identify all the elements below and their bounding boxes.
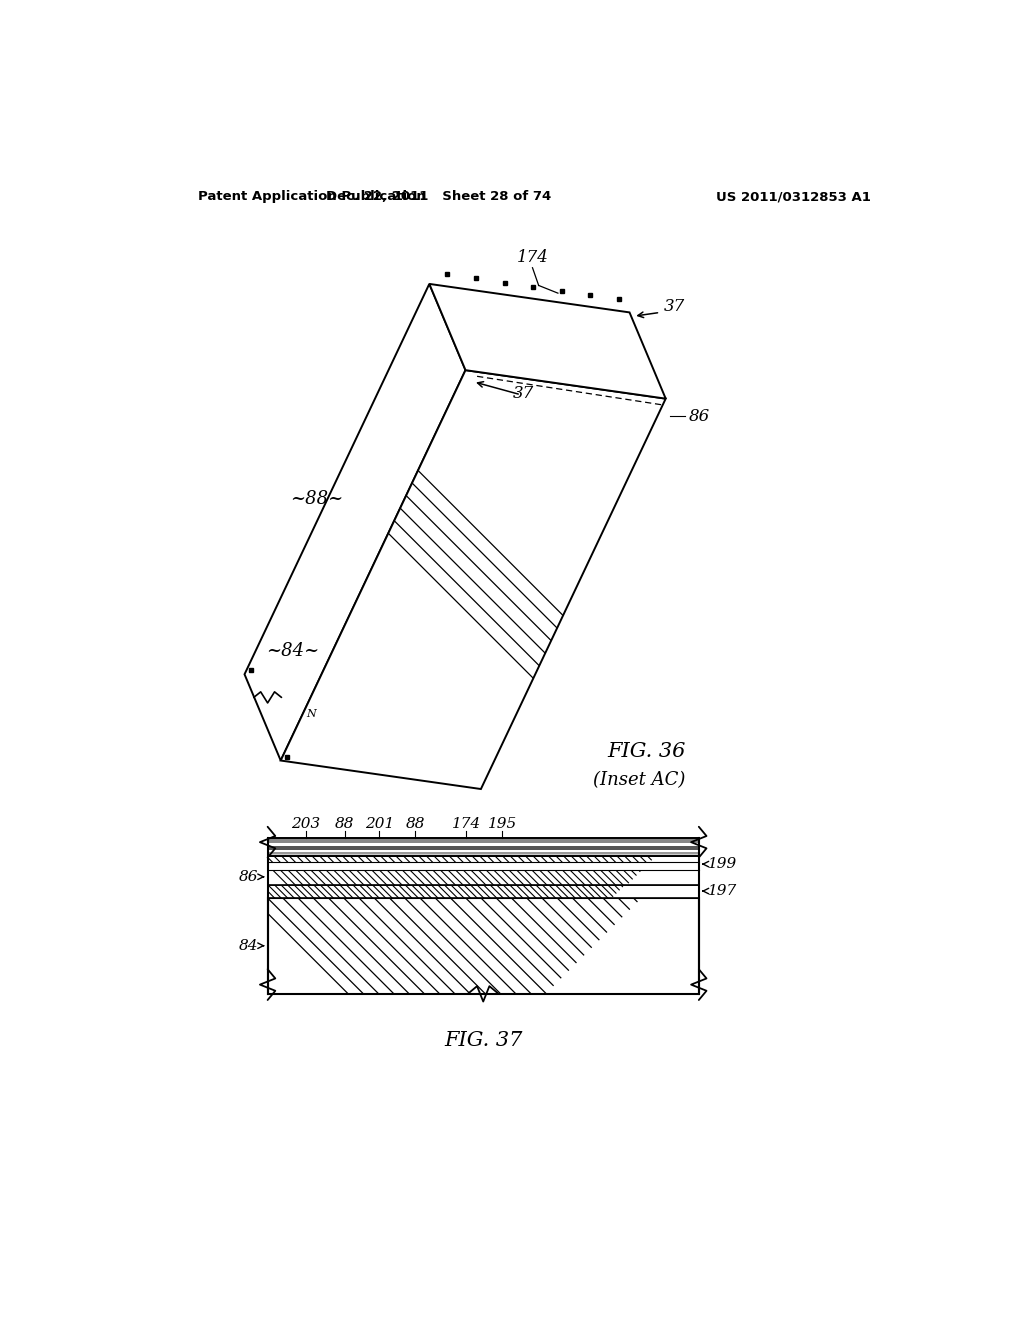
Text: 86: 86 [689,408,710,425]
Text: 197: 197 [708,884,737,898]
Text: US 2011/0312853 A1: US 2011/0312853 A1 [716,190,870,203]
Polygon shape [245,284,466,760]
Polygon shape [429,284,666,399]
Text: 203: 203 [292,817,321,830]
Text: 174: 174 [516,249,549,267]
Text: N: N [306,709,316,719]
Text: 88: 88 [406,817,425,830]
Polygon shape [267,855,698,884]
Text: Dec. 22, 2011   Sheet 28 of 74: Dec. 22, 2011 Sheet 28 of 74 [326,190,551,203]
Text: FIG. 36: FIG. 36 [607,742,686,760]
Text: (Inset AC): (Inset AC) [593,772,685,789]
Text: 37: 37 [664,298,685,314]
Text: 86: 86 [239,870,258,884]
Text: 84: 84 [239,939,258,953]
Polygon shape [267,862,698,870]
Polygon shape [267,898,698,994]
Text: 37: 37 [513,384,534,401]
Text: 195: 195 [487,817,517,830]
Polygon shape [267,838,698,842]
Polygon shape [267,853,698,854]
Polygon shape [267,850,698,853]
Text: 88: 88 [335,817,354,830]
Text: Patent Application Publication: Patent Application Publication [199,190,426,203]
Text: ~84~: ~84~ [265,643,318,660]
Text: ~88~: ~88~ [290,490,343,508]
Text: 174: 174 [452,817,481,830]
Polygon shape [267,854,698,855]
Text: 201: 201 [365,817,394,830]
Polygon shape [267,846,698,850]
Text: 199: 199 [708,857,737,871]
Text: FIG. 37: FIG. 37 [444,1031,522,1049]
Polygon shape [267,884,698,898]
Polygon shape [281,370,666,789]
Polygon shape [267,842,698,846]
